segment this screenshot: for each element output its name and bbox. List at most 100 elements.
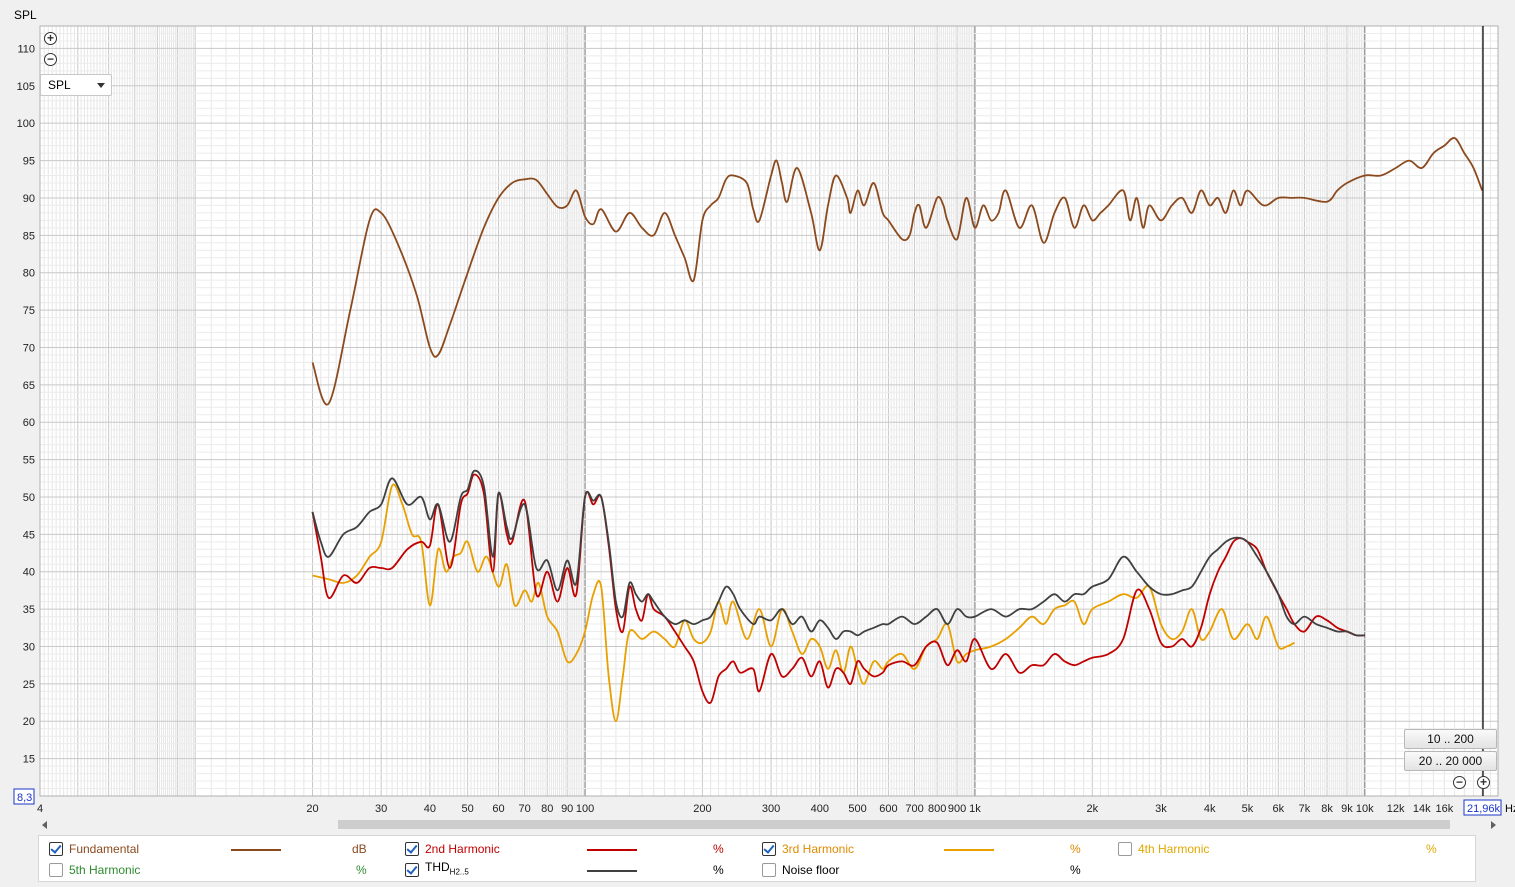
plot-area[interactable] bbox=[40, 26, 1498, 796]
range-10-200-button[interactable]: 10 .. 200 bbox=[1404, 729, 1497, 749]
x-tick-label: 9k bbox=[1341, 803, 1353, 815]
thd-label: THD bbox=[425, 860, 450, 874]
x-min-readout-box[interactable] bbox=[13, 788, 35, 805]
legend-name: THDH2..5 bbox=[425, 860, 469, 876]
y-tick-label: 105 bbox=[17, 81, 35, 93]
scroll-left-icon[interactable] bbox=[42, 821, 47, 829]
x-zoom-out-icon[interactable]: − bbox=[1453, 776, 1466, 789]
legend-item-noise-floor[interactable]: Noise floor % bbox=[762, 860, 1102, 880]
x-tick-label: 300 bbox=[762, 803, 780, 815]
cursor-freq-box[interactable] bbox=[1463, 799, 1502, 816]
x-tick-label: 4 bbox=[37, 803, 43, 815]
legend-unit: % bbox=[713, 842, 724, 856]
2nd-harmonic-checkbox[interactable] bbox=[405, 842, 419, 856]
legend-unit: dB bbox=[352, 842, 367, 856]
x-tick-label: 500 bbox=[848, 803, 866, 815]
legend-item-3rd-harmonic[interactable]: 3rd Harmonic % bbox=[762, 839, 1102, 859]
x-tick-label: 50 bbox=[462, 803, 474, 815]
legend-name: 4th Harmonic bbox=[1138, 842, 1210, 856]
legend-swatch bbox=[944, 849, 994, 851]
x-unit-label: Hz bbox=[1505, 803, 1515, 815]
legend-item-thd[interactable]: THDH2..5 % bbox=[405, 860, 745, 880]
legend-name: 3rd Harmonic bbox=[782, 842, 855, 856]
y-tick-label: 80 bbox=[23, 268, 35, 280]
legend-name: Fundamental bbox=[69, 842, 140, 856]
y-tick-label: 95 bbox=[23, 156, 35, 168]
y-tick-label: 110 bbox=[17, 43, 35, 55]
y-tick-label: 55 bbox=[23, 455, 35, 467]
noise-floor-checkbox[interactable] bbox=[762, 863, 776, 877]
x-tick-label: 12k bbox=[1387, 803, 1405, 815]
legend-item-4th-harmonic[interactable]: 4th Harmonic % bbox=[1118, 839, 1458, 859]
series-layer bbox=[311, 137, 1484, 723]
y-tick-label: 40 bbox=[23, 567, 35, 579]
zoom-out-icon[interactable]: − bbox=[44, 53, 57, 66]
x-tick-label: 5k bbox=[1242, 803, 1254, 815]
y-tick-label: 15 bbox=[23, 754, 35, 766]
legend-unit: % bbox=[1070, 842, 1081, 856]
series-line-thd bbox=[311, 469, 1365, 640]
y-tick-label: 75 bbox=[23, 305, 35, 317]
y-tick-label: 70 bbox=[23, 342, 35, 354]
legend-name: Noise floor bbox=[782, 863, 840, 877]
x-tick-label: 700 bbox=[905, 803, 923, 815]
series-line-3rd-harmonic bbox=[312, 483, 1295, 723]
y-tick-label: 20 bbox=[23, 716, 35, 728]
cursor-freq-readout[interactable]: 21,96k bbox=[1467, 803, 1501, 815]
y-tick-label: 45 bbox=[23, 529, 35, 541]
x-tick-label: 20 bbox=[306, 803, 318, 815]
x-tick-label: 800 bbox=[928, 803, 946, 815]
legend-item-fundamental[interactable]: Fundamental dB bbox=[49, 839, 389, 859]
x-tick-label: 4k bbox=[1204, 803, 1216, 815]
horizontal-scrollbar[interactable] bbox=[40, 818, 1498, 831]
x-tick-label: 8k bbox=[1321, 803, 1333, 815]
x-tick-label: 70 bbox=[519, 803, 531, 815]
legend-panel: Fundamental dB 2nd Harmonic % 3rd Harmon… bbox=[38, 835, 1476, 882]
y-axis-title: SPL bbox=[14, 8, 37, 22]
legend-name: 2nd Harmonic bbox=[425, 842, 500, 856]
y-tick-label: 85 bbox=[23, 230, 35, 242]
x-tick-label: 16k bbox=[1436, 803, 1454, 815]
plot-border bbox=[39, 25, 1499, 797]
fundamental-checkbox[interactable] bbox=[49, 842, 63, 856]
x-tick-label: 2k bbox=[1086, 803, 1098, 815]
x-min-readout[interactable]: 8,3 bbox=[17, 792, 32, 804]
5th-harmonic-checkbox[interactable] bbox=[49, 863, 63, 877]
y-tick-label: 90 bbox=[23, 193, 35, 205]
legend-unit: % bbox=[713, 863, 724, 877]
y-tick-label: 35 bbox=[23, 604, 35, 616]
x-tick-label: 1k bbox=[969, 803, 981, 815]
3rd-harmonic-checkbox[interactable] bbox=[762, 842, 776, 856]
y-tick-label: 50 bbox=[23, 492, 35, 504]
zoom-in-icon[interactable]: + bbox=[44, 32, 57, 45]
x-tick-labels: 4 20 30 40 50 60 70 80 90 100 200 300 400 500 600 700 80… bbox=[37, 803, 1483, 815]
legend-item-2nd-harmonic[interactable]: 2nd Harmonic % bbox=[405, 839, 745, 859]
y-tick-label: 100 bbox=[17, 118, 35, 130]
y-tick-labels: 110 105 100 95 90 85 80 75 70 65 60 55 50 45 40 35 30 25 2… bbox=[17, 43, 35, 803]
range-20-20000-button[interactable]: 20 .. 20 000 bbox=[1404, 751, 1497, 771]
legend-item-5th-harmonic[interactable]: 5th Harmonic % bbox=[49, 860, 389, 880]
spl-select-value: SPL bbox=[48, 78, 71, 92]
thd-checkbox[interactable] bbox=[405, 863, 419, 877]
x-tick-label: 10k bbox=[1356, 803, 1374, 815]
scroll-right-icon[interactable] bbox=[1491, 821, 1496, 829]
x-tick-label: 14k bbox=[1413, 803, 1431, 815]
chevron-down-icon bbox=[97, 83, 105, 88]
y-tick-label: 65 bbox=[23, 380, 35, 392]
x-tick-label: 80 bbox=[541, 803, 553, 815]
spl-select[interactable]: SPL bbox=[40, 74, 112, 96]
x-tick-label: 6k bbox=[1272, 803, 1284, 815]
y-tick-label: 30 bbox=[23, 641, 35, 653]
x-tick-label: 7k bbox=[1299, 803, 1311, 815]
x-tick-label: 60 bbox=[492, 803, 504, 815]
series-line-fundamental bbox=[311, 137, 1484, 406]
y-tick-label: 25 bbox=[23, 679, 35, 691]
x-tick-label: 200 bbox=[693, 803, 711, 815]
x-tick-label: 600 bbox=[879, 803, 897, 815]
scrollbar-thumb[interactable] bbox=[338, 820, 1450, 829]
x-zoom-in-icon[interactable]: + bbox=[1477, 776, 1490, 789]
x-tick-label: 30 bbox=[375, 803, 387, 815]
legend-name: 5th Harmonic bbox=[69, 863, 141, 877]
4th-harmonic-checkbox[interactable] bbox=[1118, 842, 1132, 856]
